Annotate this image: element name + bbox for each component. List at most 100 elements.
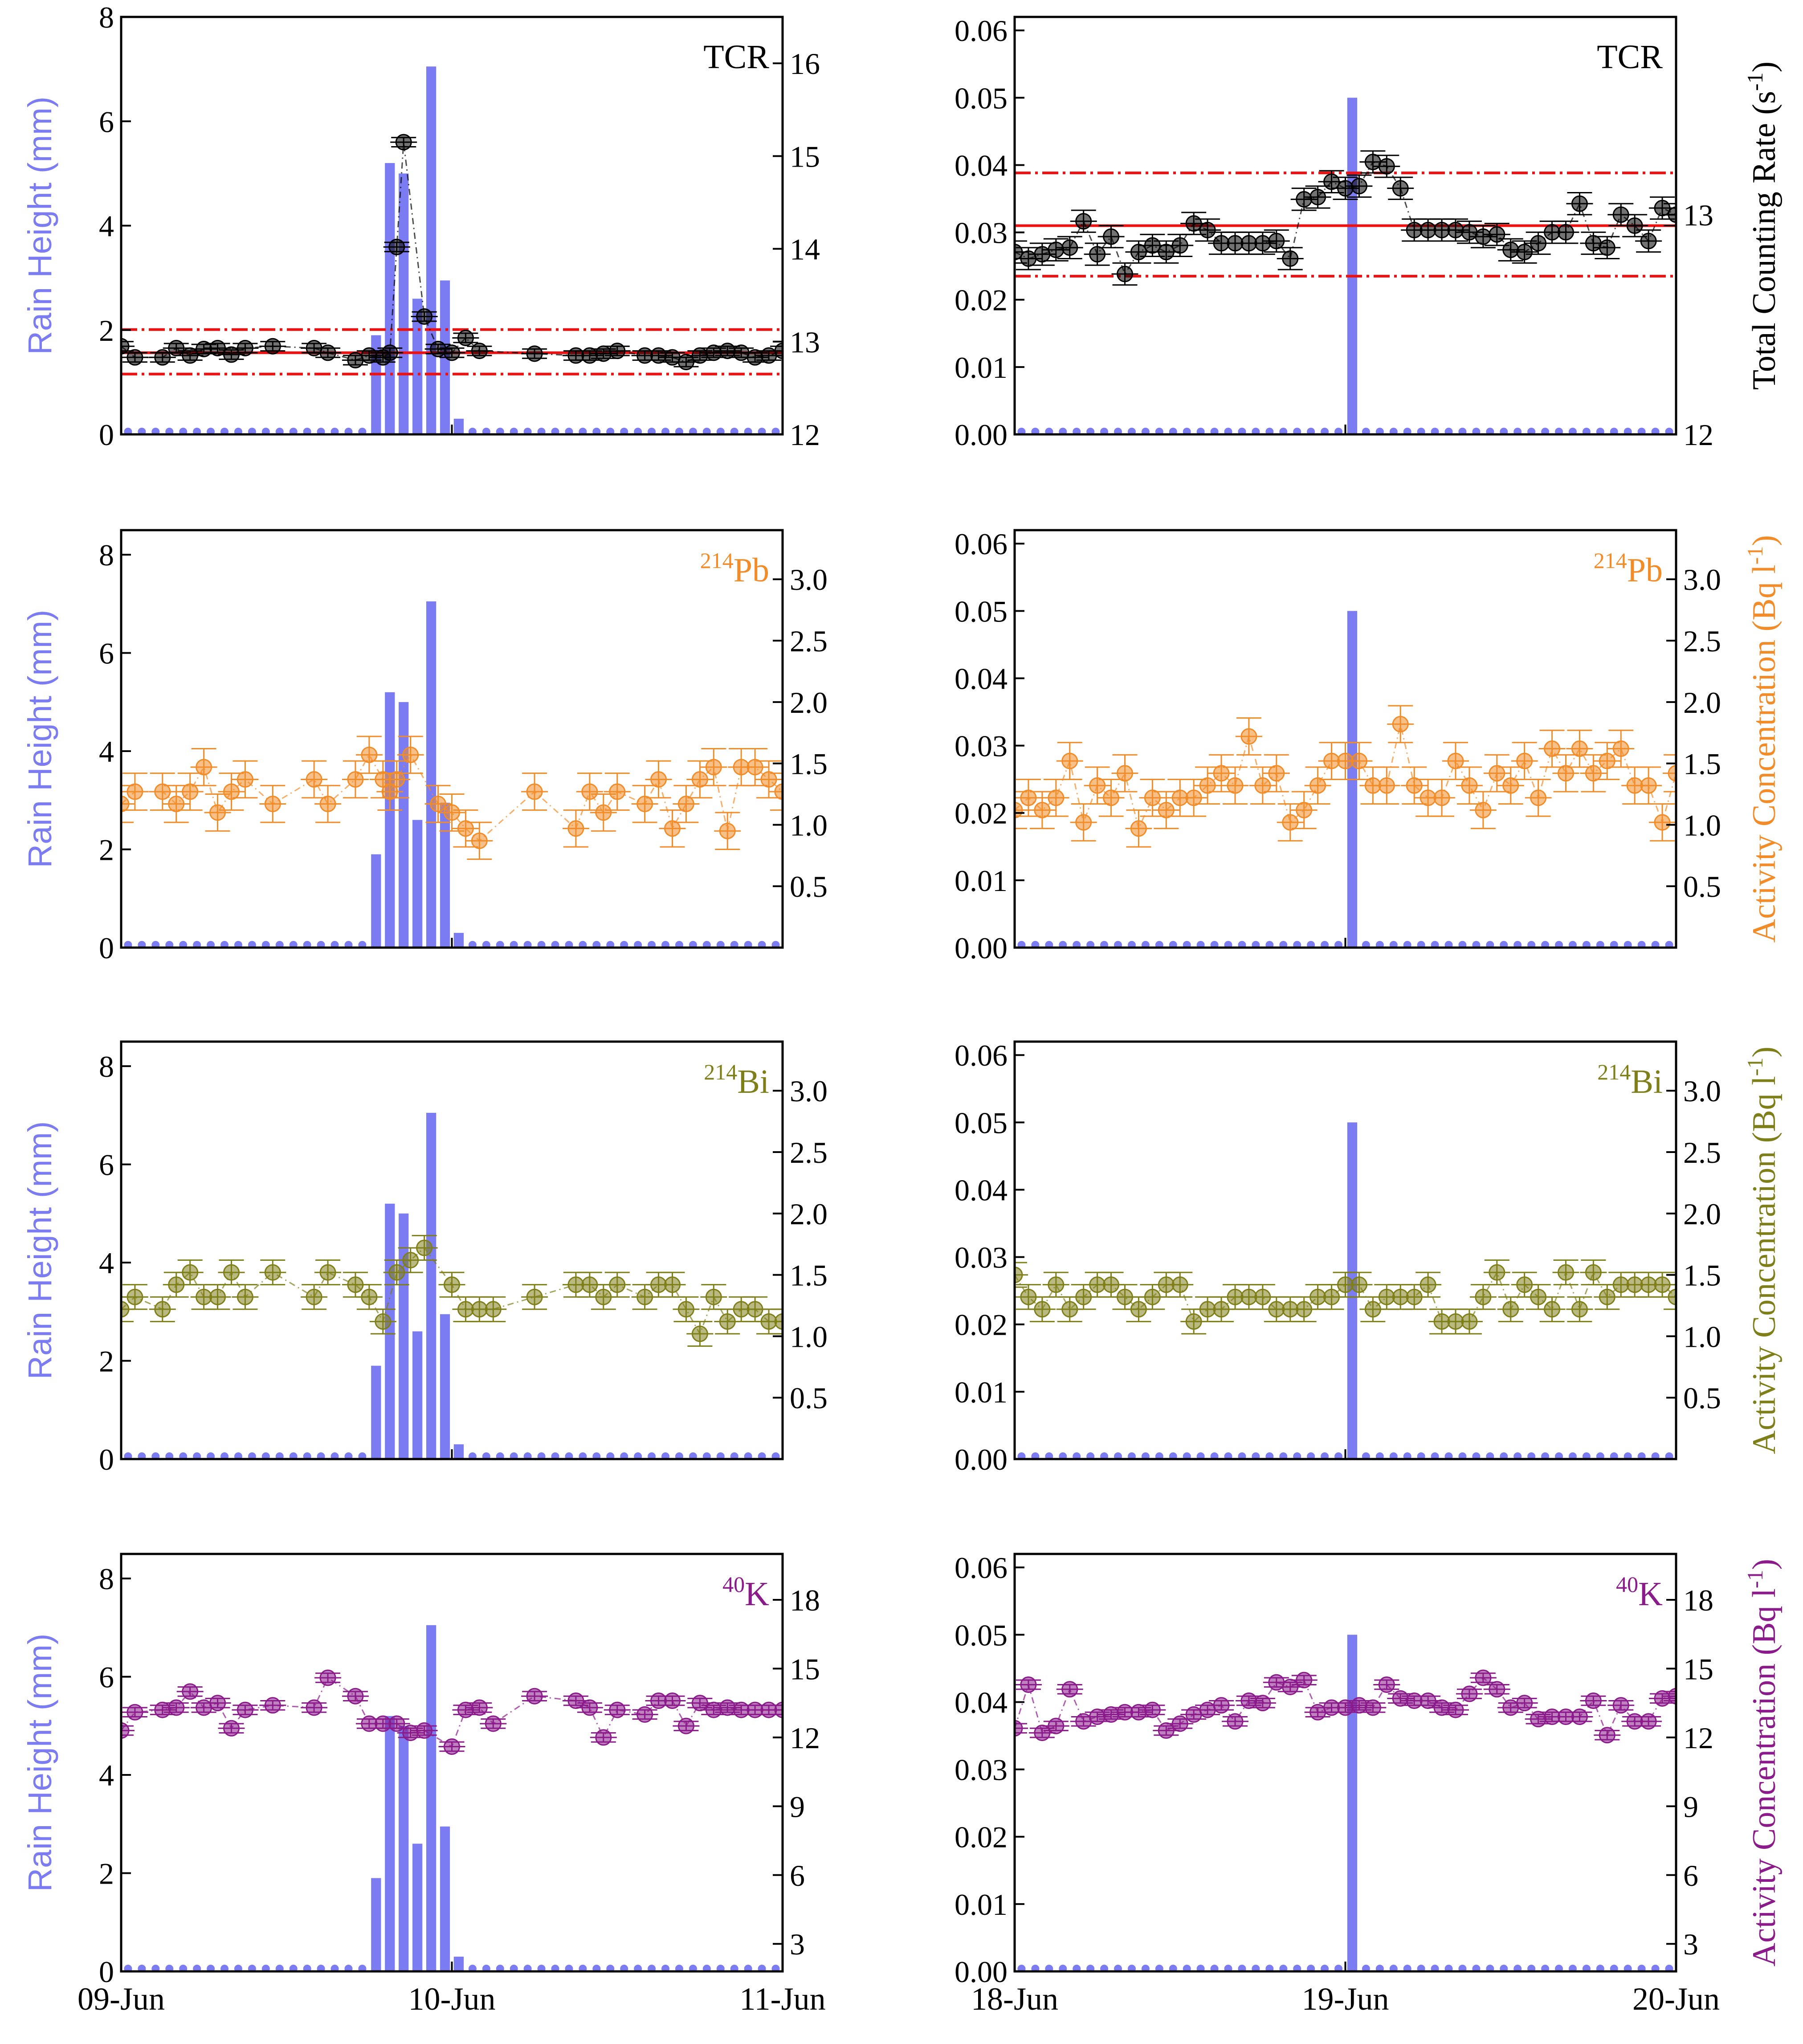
data-point [1373, 155, 1400, 178]
marker [1461, 1685, 1478, 1702]
data-point [1208, 1697, 1235, 1714]
data-point [590, 793, 617, 832]
panel-label: 214Pb [1594, 548, 1663, 589]
data-point [383, 1715, 410, 1732]
marker [1296, 801, 1313, 818]
right-tick-label: 13 [790, 325, 820, 359]
rain-zero-marker [1141, 1452, 1150, 1459]
rain-bar [426, 1112, 436, 1459]
data-point [659, 1692, 686, 1709]
panel-k40_jun18: 0.00 0.01 0.02 0.03 0.04 0.05 0.06 3 6 9 12 15 18 18-… [955, 1551, 1783, 2017]
rain-zero-marker [1472, 1965, 1481, 1971]
rain-zero-marker [606, 428, 615, 434]
data-point [1566, 729, 1593, 768]
rain-zero-marker [1017, 941, 1026, 948]
rain-zero-marker [1127, 1452, 1136, 1459]
right-tick-label: 1.5 [790, 1259, 828, 1292]
rain-zero-marker [1017, 428, 1026, 434]
data-point [1442, 1701, 1469, 1718]
rain-zero-marker [592, 428, 601, 434]
right-tick-label: 0.5 [790, 870, 828, 903]
data-point [314, 1669, 342, 1686]
rain-zero-marker [1334, 941, 1343, 948]
right-tick-label: 9 [1683, 1790, 1698, 1823]
rain-zero-marker [1582, 1965, 1591, 1971]
rain-tick-label: 4 [99, 1758, 114, 1792]
rain-zero-marker [1679, 1965, 1687, 1973]
panel-bi214_jun18: 0.00 0.01 0.02 0.03 0.04 0.05 0.06 0.5 1.0 1.5 2.0… [955, 1038, 1783, 1476]
data-point [1125, 1296, 1152, 1322]
rain-zero-marker [468, 428, 477, 434]
rain-zero-marker [689, 1965, 697, 1971]
isotope-mass: 214 [1597, 1059, 1631, 1084]
activity-axis-title: Activity Concentration (Bq l-1) [1742, 535, 1783, 943]
data-point [659, 1271, 686, 1298]
panel-pb214_jun18: 0.00 0.01 0.02 0.03 0.04 0.05 0.06 0.5 1.0 1.5 2.0… [955, 527, 1783, 965]
marker [264, 1697, 281, 1714]
marker [1489, 765, 1505, 782]
data-point [769, 1308, 783, 1335]
data-point [1594, 236, 1621, 259]
rain-zero-marker [289, 1965, 298, 1971]
rain-zero-marker [1486, 428, 1494, 434]
rain-zero-marker [1155, 1965, 1163, 1971]
rain-zero-marker [344, 1965, 353, 1971]
rain-zero-marker [1224, 1965, 1232, 1971]
rain-zero-marker [248, 1965, 256, 1971]
right-tick-label: 2.0 [1683, 686, 1721, 719]
panel-label: 214Bi [704, 1059, 769, 1100]
marker [375, 1313, 392, 1330]
data-point [1042, 778, 1069, 817]
marker [1626, 217, 1643, 234]
data-point [1387, 705, 1414, 744]
marker [1558, 765, 1574, 782]
data-point [355, 736, 383, 774]
marker [1240, 728, 1257, 745]
marker [1309, 777, 1326, 794]
marker [121, 796, 130, 813]
marker [1015, 1267, 1023, 1284]
marker [1268, 765, 1285, 782]
rain-zero-marker [702, 1452, 711, 1459]
data-point [218, 346, 245, 363]
rain-zero-marker [1568, 1452, 1577, 1459]
marker [1447, 221, 1464, 238]
data-point [1097, 225, 1125, 249]
rain-zero-marker [1472, 941, 1481, 948]
rain-zero-marker [1389, 428, 1398, 434]
rain-zero-marker [400, 428, 408, 434]
rain-zero-marker [634, 1965, 642, 1971]
rain-tick-label: 2 [99, 833, 114, 867]
marker [1089, 246, 1106, 263]
rain-zero-marker [1637, 428, 1646, 434]
marker [650, 347, 667, 364]
data-point [1056, 1681, 1083, 1698]
rain-zero-marker [523, 941, 532, 948]
data-point [218, 1259, 245, 1286]
data-point [1621, 1713, 1648, 1730]
right-tick-label: 6 [1683, 1859, 1698, 1893]
marker [388, 771, 405, 788]
data-point [397, 1247, 424, 1273]
rain-zero-marker [1417, 1965, 1425, 1971]
rain-zero-marker [1238, 941, 1246, 948]
rain-zero-marker [606, 1965, 615, 1971]
marker [1323, 173, 1340, 190]
marker [306, 771, 322, 788]
data-point [673, 1296, 700, 1322]
marker [705, 1288, 722, 1305]
rain-zero-marker [1293, 1965, 1301, 1971]
marker [416, 1239, 433, 1256]
marker [182, 347, 199, 364]
x-tick-label: 19-Jun [1302, 1981, 1389, 2017]
right-tick-label: 12 [790, 418, 820, 452]
rain-zero-marker [275, 428, 284, 434]
rain-zero-marker [1527, 941, 1536, 948]
marker [126, 1288, 143, 1305]
rain-tick-label: 0.03 [955, 729, 1008, 763]
rain-zero-marker [261, 1452, 270, 1459]
marker [719, 1699, 736, 1716]
data-point [521, 1688, 548, 1705]
marker [154, 349, 171, 366]
data-point [1401, 218, 1428, 242]
